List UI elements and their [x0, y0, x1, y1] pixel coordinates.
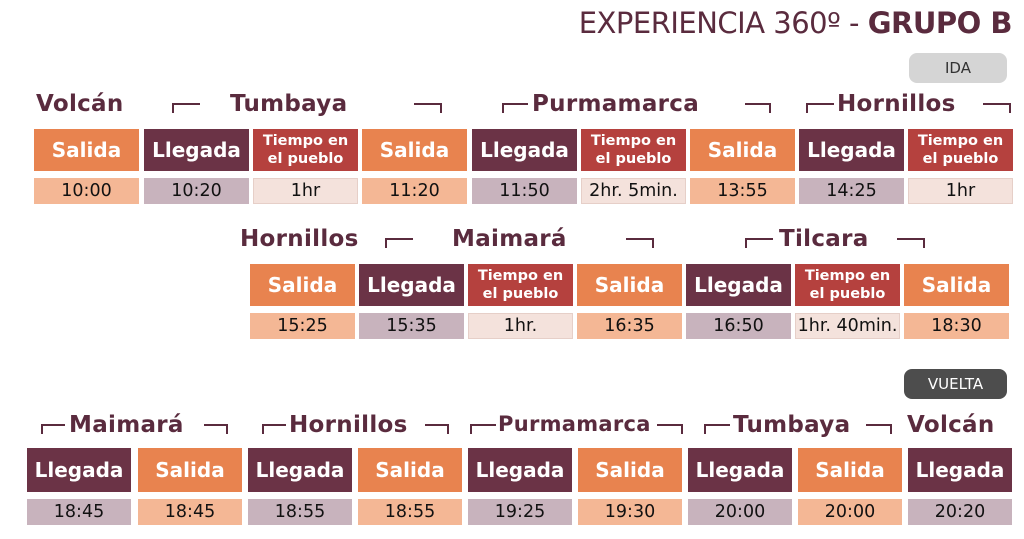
bracket — [866, 424, 892, 434]
llegada-header: Llegada — [799, 129, 904, 171]
time-value: 15:35 — [359, 313, 464, 339]
salida-header: Salida — [358, 448, 462, 492]
vuelta-badge: VUELTA — [904, 369, 1007, 399]
tiempo-header: Tiempo en el pueblo — [795, 264, 900, 306]
llegada-header: Llegada — [688, 448, 792, 492]
llegada-header: Llegada — [359, 264, 464, 306]
bracket — [704, 424, 730, 434]
time-value: 13:55 — [690, 178, 795, 204]
bracket — [470, 424, 496, 434]
time-value: 15:25 — [250, 313, 355, 339]
salida-header: Salida — [690, 129, 795, 171]
time-value: 11:50 — [472, 178, 577, 204]
salida-header: Salida — [577, 264, 682, 306]
bracket — [425, 424, 449, 434]
bracket — [745, 238, 773, 248]
salida-header: Salida — [798, 448, 902, 492]
bracket — [414, 103, 442, 113]
time-value: 10:00 — [34, 178, 139, 204]
salida-header: Salida — [250, 264, 355, 306]
time-value: 1hr — [253, 178, 358, 204]
tiempo-header: Tiempo en el pueblo — [908, 129, 1013, 171]
town-label: Volcán — [907, 412, 995, 438]
time-value: 20:20 — [908, 499, 1012, 525]
salida-header: Salida — [138, 448, 242, 492]
bracket — [983, 103, 1011, 113]
bracket — [385, 238, 413, 248]
time-value: 1hr — [908, 178, 1013, 204]
llegada-header: Llegada — [27, 448, 131, 492]
town-label: Tumbaya — [733, 412, 851, 438]
town-label: Hornillos — [289, 412, 408, 438]
bracket — [657, 424, 683, 434]
time-value: 19:30 — [578, 499, 682, 525]
time-value: 18:55 — [248, 499, 352, 525]
llegada-header: Llegada — [472, 129, 577, 171]
salida-header: Salida — [578, 448, 682, 492]
bracket — [897, 238, 925, 248]
town-label: Volcán — [36, 91, 124, 117]
time-value: 19:25 — [468, 499, 572, 525]
time-value: 1hr. — [468, 313, 573, 339]
llegada-header: Llegada — [144, 129, 249, 171]
time-value: 10:20 — [144, 178, 249, 204]
llegada-header: Llegada — [468, 448, 572, 492]
bracket — [41, 424, 65, 434]
time-value: 2hr. 5min. — [581, 178, 686, 204]
llegada-header: Llegada — [908, 448, 1012, 492]
town-label: Tilcara — [779, 226, 869, 252]
bracket — [172, 103, 200, 113]
time-value: 1hr. 40min. — [795, 313, 900, 339]
bracket — [806, 103, 834, 113]
page-title: EXPERIENCIA 360º - GRUPO B — [578, 6, 1013, 40]
bracket — [204, 424, 228, 434]
time-value: 16:35 — [577, 313, 682, 339]
salida-header: Salida — [362, 129, 467, 171]
llegada-header: Llegada — [248, 448, 352, 492]
time-value: 11:20 — [362, 178, 467, 204]
town-label: Maimará — [69, 412, 184, 438]
salida-header: Salida — [904, 264, 1009, 306]
time-value: 20:00 — [688, 499, 792, 525]
time-value: 16:50 — [686, 313, 791, 339]
town-label: Hornillos — [240, 226, 359, 252]
tiempo-header: Tiempo en el pueblo — [468, 264, 573, 306]
time-value: 14:25 — [799, 178, 904, 204]
town-label: Tumbaya — [230, 91, 348, 117]
llegada-header: Llegada — [686, 264, 791, 306]
bracket — [626, 238, 654, 248]
town-label: Purmamarca — [532, 91, 700, 117]
salida-header: Salida — [34, 129, 139, 171]
time-value: 18:55 — [358, 499, 462, 525]
time-value: 18:30 — [904, 313, 1009, 339]
time-value: 18:45 — [138, 499, 242, 525]
time-value: 18:45 — [27, 499, 131, 525]
ida-badge: IDA — [909, 53, 1007, 83]
tiempo-header: Tiempo en el pueblo — [581, 129, 686, 171]
town-label: Hornillos — [837, 91, 956, 117]
town-label: Maimará — [452, 226, 567, 252]
bracket — [745, 103, 771, 113]
tiempo-header: Tiempo en el pueblo — [253, 129, 358, 171]
bracket — [262, 424, 286, 434]
bracket — [502, 103, 528, 113]
time-value: 20:00 — [798, 499, 902, 525]
town-label: Purmamarca — [498, 412, 651, 436]
